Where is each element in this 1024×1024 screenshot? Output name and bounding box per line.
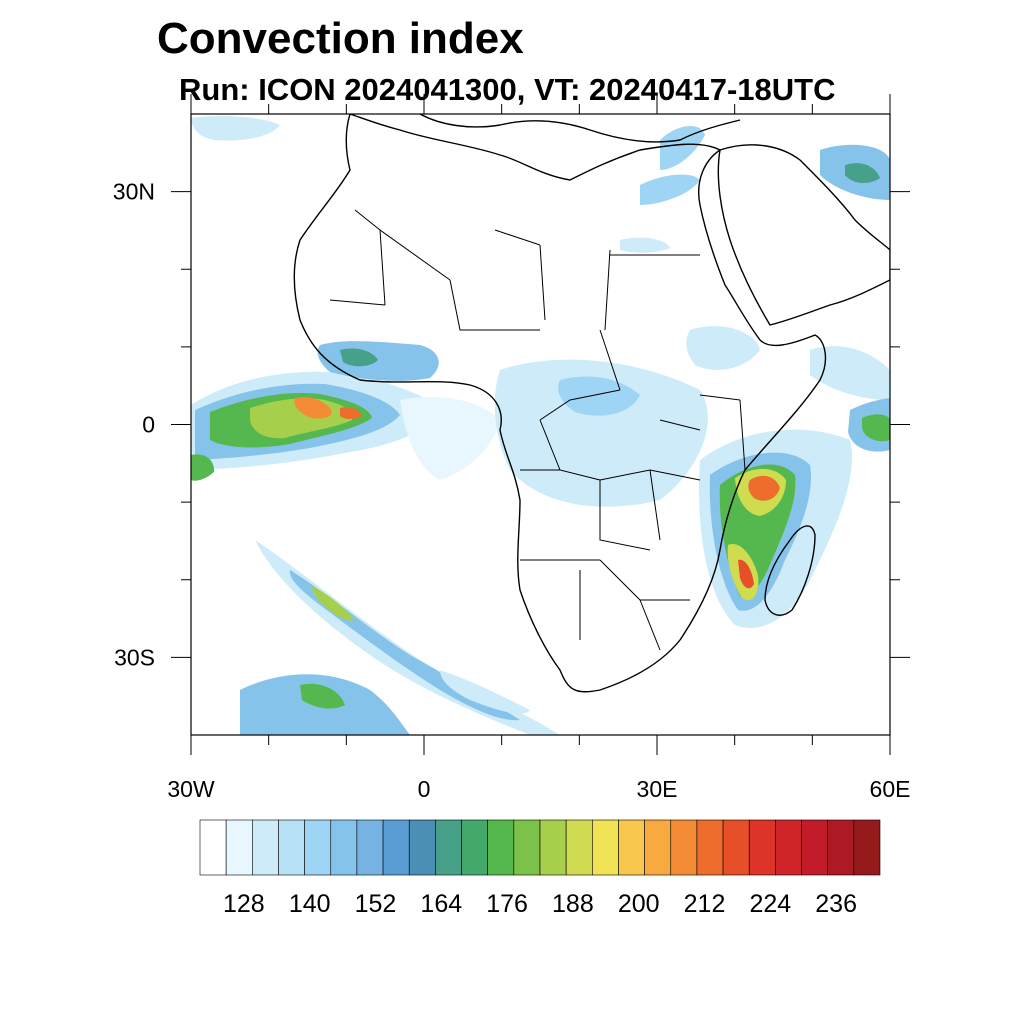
colorbar-label: 128 xyxy=(223,890,265,918)
colorbar: 128 140 152 164 176 188 200 212 224 236 xyxy=(199,819,881,918)
field-indian-east-core xyxy=(862,414,890,442)
colorbar-swatch xyxy=(801,819,828,876)
field-mozambique-hot xyxy=(738,559,754,589)
colorbar-label: 140 xyxy=(289,890,331,918)
colorbar-swatch xyxy=(356,819,384,876)
colorbar-label: 188 xyxy=(552,890,594,918)
colorbar-swatch xyxy=(827,819,855,876)
field-atlantic-hotspot xyxy=(294,397,332,419)
field-gulf-guinea xyxy=(400,396,500,480)
colorbar-swatch xyxy=(330,819,358,876)
field-west-africa-core xyxy=(340,348,378,367)
colorbar-swatch xyxy=(853,819,881,876)
colorbar-swatch xyxy=(435,819,462,876)
colorbar-swatch xyxy=(592,819,619,876)
colorbar-label: 224 xyxy=(749,890,791,918)
colorbar-swatch xyxy=(225,819,253,876)
field-egypt xyxy=(640,174,700,205)
colorbar-swatch xyxy=(382,819,410,876)
lon-tick-label: 60E xyxy=(870,776,911,802)
coastlines xyxy=(293,114,890,693)
field-atlantic-hotspot-2 xyxy=(340,407,362,419)
colorbar-swatch xyxy=(565,819,593,876)
colorbar-swatch xyxy=(252,819,279,876)
lon-tick-label: 30W xyxy=(167,776,215,802)
colorbar-swatch xyxy=(696,819,724,876)
arabia-outline xyxy=(717,144,890,326)
field-ethiopia xyxy=(686,326,760,370)
lon-tick-label: 0 xyxy=(418,776,431,802)
field-libya xyxy=(620,237,670,253)
colorbar-label: 164 xyxy=(420,890,462,918)
europe-outline xyxy=(419,114,741,143)
lon-tick-label: 30E xyxy=(637,776,678,802)
colorbar-swatch xyxy=(618,819,645,876)
colorbar-swatch xyxy=(722,819,750,876)
madagascar-outline xyxy=(764,525,816,616)
field-iran-core xyxy=(845,163,880,184)
field-south-atlantic-southwest-core xyxy=(300,683,345,709)
field-east-africa-hot xyxy=(748,475,780,501)
colorbar-swatch xyxy=(670,819,698,876)
colorbar-swatch xyxy=(304,819,332,876)
field-south-africa-ocean xyxy=(440,670,530,714)
field-atlantic-west xyxy=(191,454,215,481)
chart-title: Convection index xyxy=(157,14,524,63)
colorbar-swatch xyxy=(644,819,672,876)
colorbar-swatch xyxy=(199,819,227,876)
map-axes: 30N 0 30S 30W 0 30E 60E xyxy=(113,94,911,802)
colorbar-swatch xyxy=(513,819,541,876)
colorbar-label: 212 xyxy=(684,890,726,918)
convection-fields xyxy=(191,116,890,735)
colorbar-swatch xyxy=(408,819,436,876)
lat-tick-label: 0 xyxy=(142,412,155,438)
colorbar-label: 236 xyxy=(815,890,857,918)
field-nw-atlantic xyxy=(191,116,280,141)
africa-outline xyxy=(293,114,827,693)
field-somalia-sea xyxy=(810,346,890,400)
colorbar-label: 200 xyxy=(618,890,660,918)
colorbar-label: 152 xyxy=(355,890,397,918)
colorbar-swatch xyxy=(539,819,567,876)
lat-tick-label: 30S xyxy=(114,644,155,670)
colorbar-swatch xyxy=(748,819,776,876)
colorbar-swatch xyxy=(461,819,488,876)
chart-subtitle: Run: ICON 2024041300, VT: 20240417-18UTC xyxy=(179,72,836,107)
colorbar-swatch xyxy=(775,819,802,876)
colorbar-swatch xyxy=(487,819,515,876)
field-central-africa-2 xyxy=(558,376,640,416)
colorbar-label: 176 xyxy=(486,890,528,918)
country-borders xyxy=(329,209,746,651)
field-south-atlantic-streak-core xyxy=(310,585,355,621)
colorbar-swatch xyxy=(278,819,305,876)
field-north-med xyxy=(660,125,705,170)
lat-tick-label: 30N xyxy=(113,179,155,205)
